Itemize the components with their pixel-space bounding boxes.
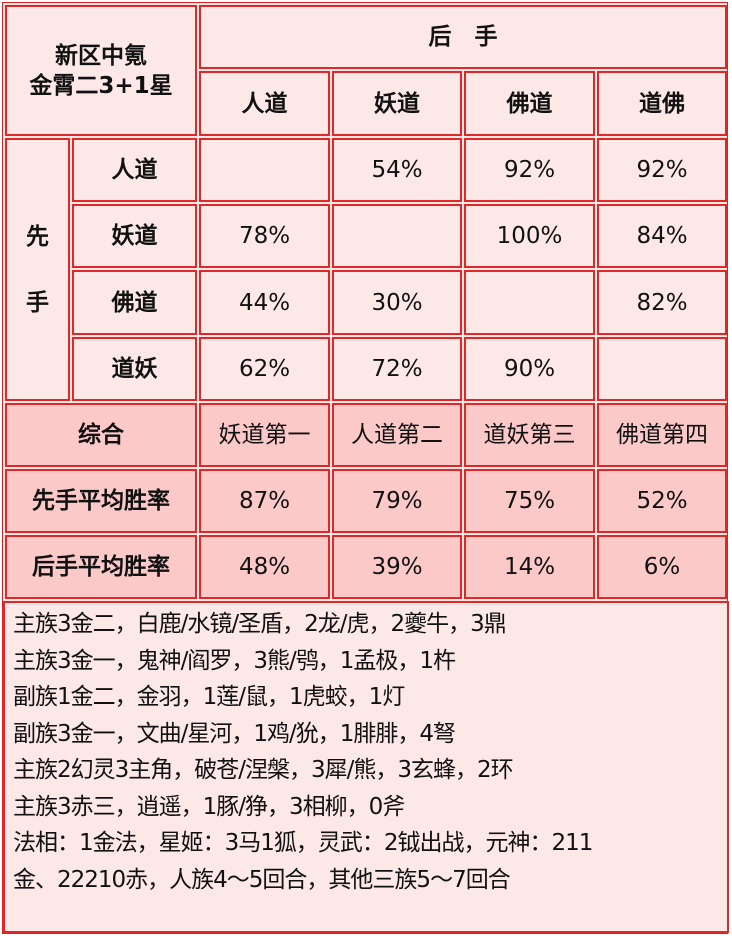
second-avg-row-label: 后手平均胜率 [5, 535, 197, 599]
win-rate-cell-text: 78% [238, 223, 291, 249]
first-avg-row-cell-text: 52% [636, 488, 688, 514]
win-rate-cell [199, 138, 330, 202]
summary-row-label-text: 综合 [78, 422, 124, 448]
column-header: 佛道 [464, 71, 595, 136]
win-rate-cell-text: 100% [496, 223, 563, 249]
first-avg-row-cell-text: 75% [503, 488, 556, 514]
summary-row-label: 综合 [5, 403, 197, 467]
column-header: 道佛 [597, 71, 727, 136]
row-header-text: 妖道 [111, 223, 158, 249]
first-avg-row-cell: 79% [332, 469, 462, 533]
first-avg-row-cell: 87% [199, 469, 330, 533]
win-rate-cell: 54% [332, 138, 462, 202]
win-rate-cell-text: 92% [636, 157, 688, 183]
first-hand-char: 手 [26, 289, 49, 316]
win-rate-cell [332, 204, 462, 268]
column-header-text: 人道 [241, 90, 288, 117]
summary-row-cell-text: 佛道第四 [616, 422, 708, 448]
first-avg-row-cell-text: 79% [371, 488, 423, 514]
first-avg-row-cell: 52% [597, 469, 727, 533]
win-rate-cell: 90% [464, 337, 595, 401]
second-avg-row-cell-text: 14% [503, 554, 556, 580]
first-avg-row-label: 先手平均胜率 [5, 469, 197, 533]
summary-row-cell-text: 妖道第一 [218, 422, 311, 448]
win-rate-cell: 78% [199, 204, 330, 268]
first-hand-header: 先手 [5, 138, 70, 401]
second-avg-row-cell: 14% [464, 535, 595, 599]
win-rate-cell: 30% [332, 270, 462, 335]
row-header: 妖道 [72, 204, 197, 268]
win-rate-cell [597, 337, 727, 401]
note-line: 法相：1金法，星姬：3马1狐，灵武：2钺出战，元神：211 [13, 830, 593, 856]
win-rate-cell-text: 54% [371, 157, 423, 183]
note-line: 主族3金二，白鹿/水镜/圣盾，2龙/虎，2夔牛，3鼎 [13, 611, 507, 637]
win-rate-cell-text: 82% [636, 289, 688, 316]
second-avg-row-cell-text: 39% [371, 554, 423, 580]
second-avg-row-label-text: 后手平均胜率 [32, 554, 170, 580]
win-rate-cell: 92% [597, 138, 727, 202]
win-rate-cell: 72% [332, 337, 462, 401]
note-line: 金、22210赤，人族4～5回合，其他三族5～7回合 [13, 866, 511, 893]
note-line: 主族3赤三，逍遥，1豚/狰，3相柳，0斧 [13, 793, 405, 820]
win-rate-cell-text: 92% [503, 157, 556, 183]
second-hand-header-text: 后 手 [428, 24, 498, 50]
row-header: 佛道 [72, 270, 197, 335]
second-avg-row-cell: 6% [597, 535, 727, 599]
corner-title: 新区中氪金霄二3+1星 [5, 5, 197, 136]
second-avg-row-cell: 48% [199, 535, 330, 599]
row-header-text: 人道 [111, 157, 158, 183]
summary-row-cell: 佛道第四 [597, 403, 727, 467]
first-avg-row-cell: 75% [464, 469, 595, 533]
row-header-text: 道妖 [111, 356, 158, 382]
summary-row-cell: 妖道第一 [199, 403, 330, 467]
first-avg-row-label-text: 先手平均胜率 [32, 488, 170, 514]
corner-title-line: 金霄二3+1星 [29, 72, 173, 99]
summary-row-cell: 道妖第三 [464, 403, 595, 467]
row-header: 道妖 [72, 337, 197, 401]
column-header-text: 道佛 [639, 90, 685, 117]
column-header-text: 佛道 [506, 90, 553, 117]
note-line: 副族3金一，文曲/星河，1鸡/狁，1腓腓，4弩 [13, 720, 456, 747]
row-header-text: 佛道 [111, 289, 158, 316]
second-hand-header: 后 手 [199, 5, 727, 69]
second-avg-row-cell-text: 6% [643, 554, 681, 580]
second-avg-row-cell-text: 48% [238, 554, 291, 580]
win-rate-cell-text: 84% [636, 223, 688, 249]
column-header: 妖道 [332, 71, 462, 136]
win-rate-cell: 100% [464, 204, 595, 268]
note-line: 副族1金二，金羽，1莲/鼠，1虎蛟，1灯 [13, 684, 405, 710]
row-header: 人道 [72, 138, 197, 202]
summary-row-cell-text: 人道第二 [351, 422, 443, 448]
summary-row-cell: 人道第二 [332, 403, 462, 467]
note-line: 主族3金一，鬼神/阎罗，3熊/鸮，1孟极，1杵 [13, 647, 456, 674]
summary-row-cell-text: 道妖第三 [483, 422, 576, 448]
second-avg-row-cell: 39% [332, 535, 462, 599]
column-header-text: 妖道 [374, 90, 420, 117]
win-rate-cell-text: 72% [371, 356, 423, 382]
win-rate-cell: 62% [199, 337, 330, 401]
win-rate-cell: 92% [464, 138, 595, 202]
note-line: 主族2幻灵3主角，破苍/涅槃，3犀/熊，3玄蜂，2环 [13, 757, 514, 783]
win-rate-cell-text: 30% [371, 289, 423, 316]
column-header: 人道 [199, 71, 330, 136]
win-rate-cell-text: 90% [503, 356, 556, 382]
first-avg-row-cell-text: 87% [238, 488, 291, 514]
win-rate-cell [464, 270, 595, 335]
lineup-notes: 主族3金二，白鹿/水镜/圣盾，2龙/虎，2夔牛，3鼎 主族3金一，鬼神/阎罗，3熊… [3, 601, 729, 933]
corner-title-line: 新区中氪 [55, 42, 147, 69]
win-rate-cell: 84% [597, 204, 727, 268]
first-hand-char: 先 [26, 223, 49, 250]
win-rate-cell-text: 62% [238, 356, 291, 382]
win-rate-cell-text: 44% [238, 289, 291, 316]
win-rate-cell: 82% [597, 270, 727, 335]
win-rate-cell: 44% [199, 270, 330, 335]
